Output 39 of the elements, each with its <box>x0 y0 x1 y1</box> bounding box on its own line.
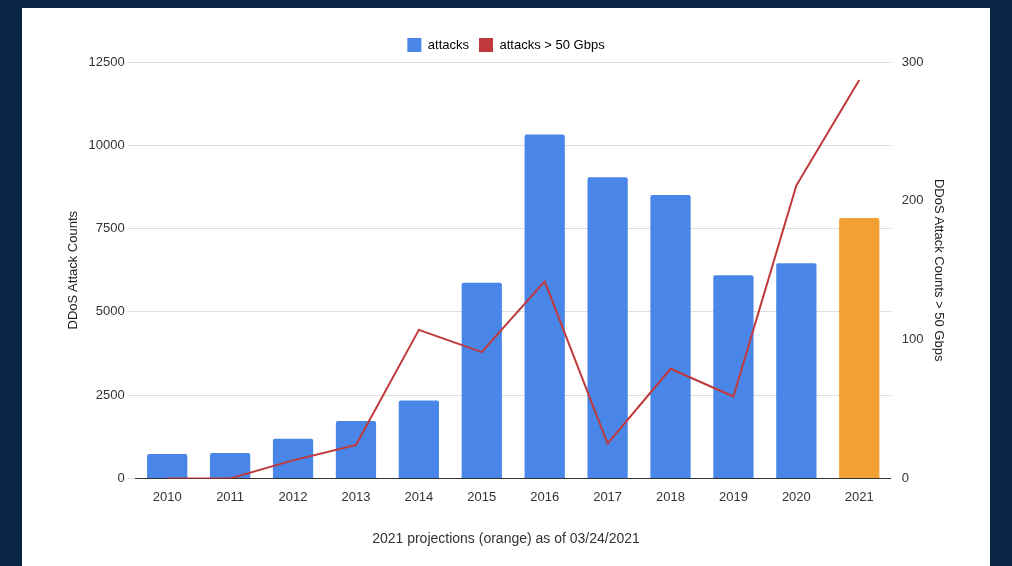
y-tick-label: 0 <box>117 469 125 485</box>
y2-tick-label: 0 <box>901 469 909 485</box>
y2-tick-label: 300 <box>901 53 924 69</box>
y-tick-label: 7500 <box>95 220 125 236</box>
y2-axis-title: DDoS Attack Counts > 50 Gbps <box>931 178 947 362</box>
text: 2021 projections (orange) as of 03/24/2021 <box>371 530 641 546</box>
y-tick-label: 10000 <box>88 136 125 152</box>
y2-tick-label: 200 <box>901 192 924 208</box>
bar <box>524 134 565 478</box>
x-tick-label: 2019 <box>718 488 748 504</box>
legend-label: attacks <box>427 36 470 52</box>
bar <box>650 194 691 478</box>
bar <box>147 454 188 478</box>
bar <box>776 263 817 478</box>
x-tick-label: 2015 <box>467 488 497 504</box>
x-tick-label: 2014 <box>404 488 434 504</box>
x-tick-label: 2012 <box>278 488 308 504</box>
bar <box>461 282 502 478</box>
x-tick-label: 2016 <box>530 488 560 504</box>
x-tick-label: 2017 <box>593 488 623 504</box>
y2-tick-label: 100 <box>901 331 924 347</box>
x-tick-label: 2013 <box>341 488 371 504</box>
bar <box>209 453 251 478</box>
y-axis-title: DDoS Attack Counts <box>65 210 81 330</box>
x-tick-label: 2010 <box>152 488 182 504</box>
y-tick-label: 2500 <box>95 386 125 402</box>
bar <box>839 217 880 478</box>
x-tick-label: 2020 <box>781 488 811 504</box>
bar <box>713 275 754 478</box>
bar <box>335 421 377 478</box>
legend-label: attacks > 50 Gbps <box>499 36 606 52</box>
x-tick-label: 2011 <box>216 488 245 504</box>
x-tick-label: 2018 <box>656 488 685 504</box>
y-tick-label: 5000 <box>95 303 125 319</box>
x-tick-label: 2021 <box>844 488 874 504</box>
y-tick-label: 12500 <box>88 53 125 69</box>
bar <box>398 400 439 478</box>
bar <box>587 177 628 478</box>
bar <box>272 438 314 478</box>
